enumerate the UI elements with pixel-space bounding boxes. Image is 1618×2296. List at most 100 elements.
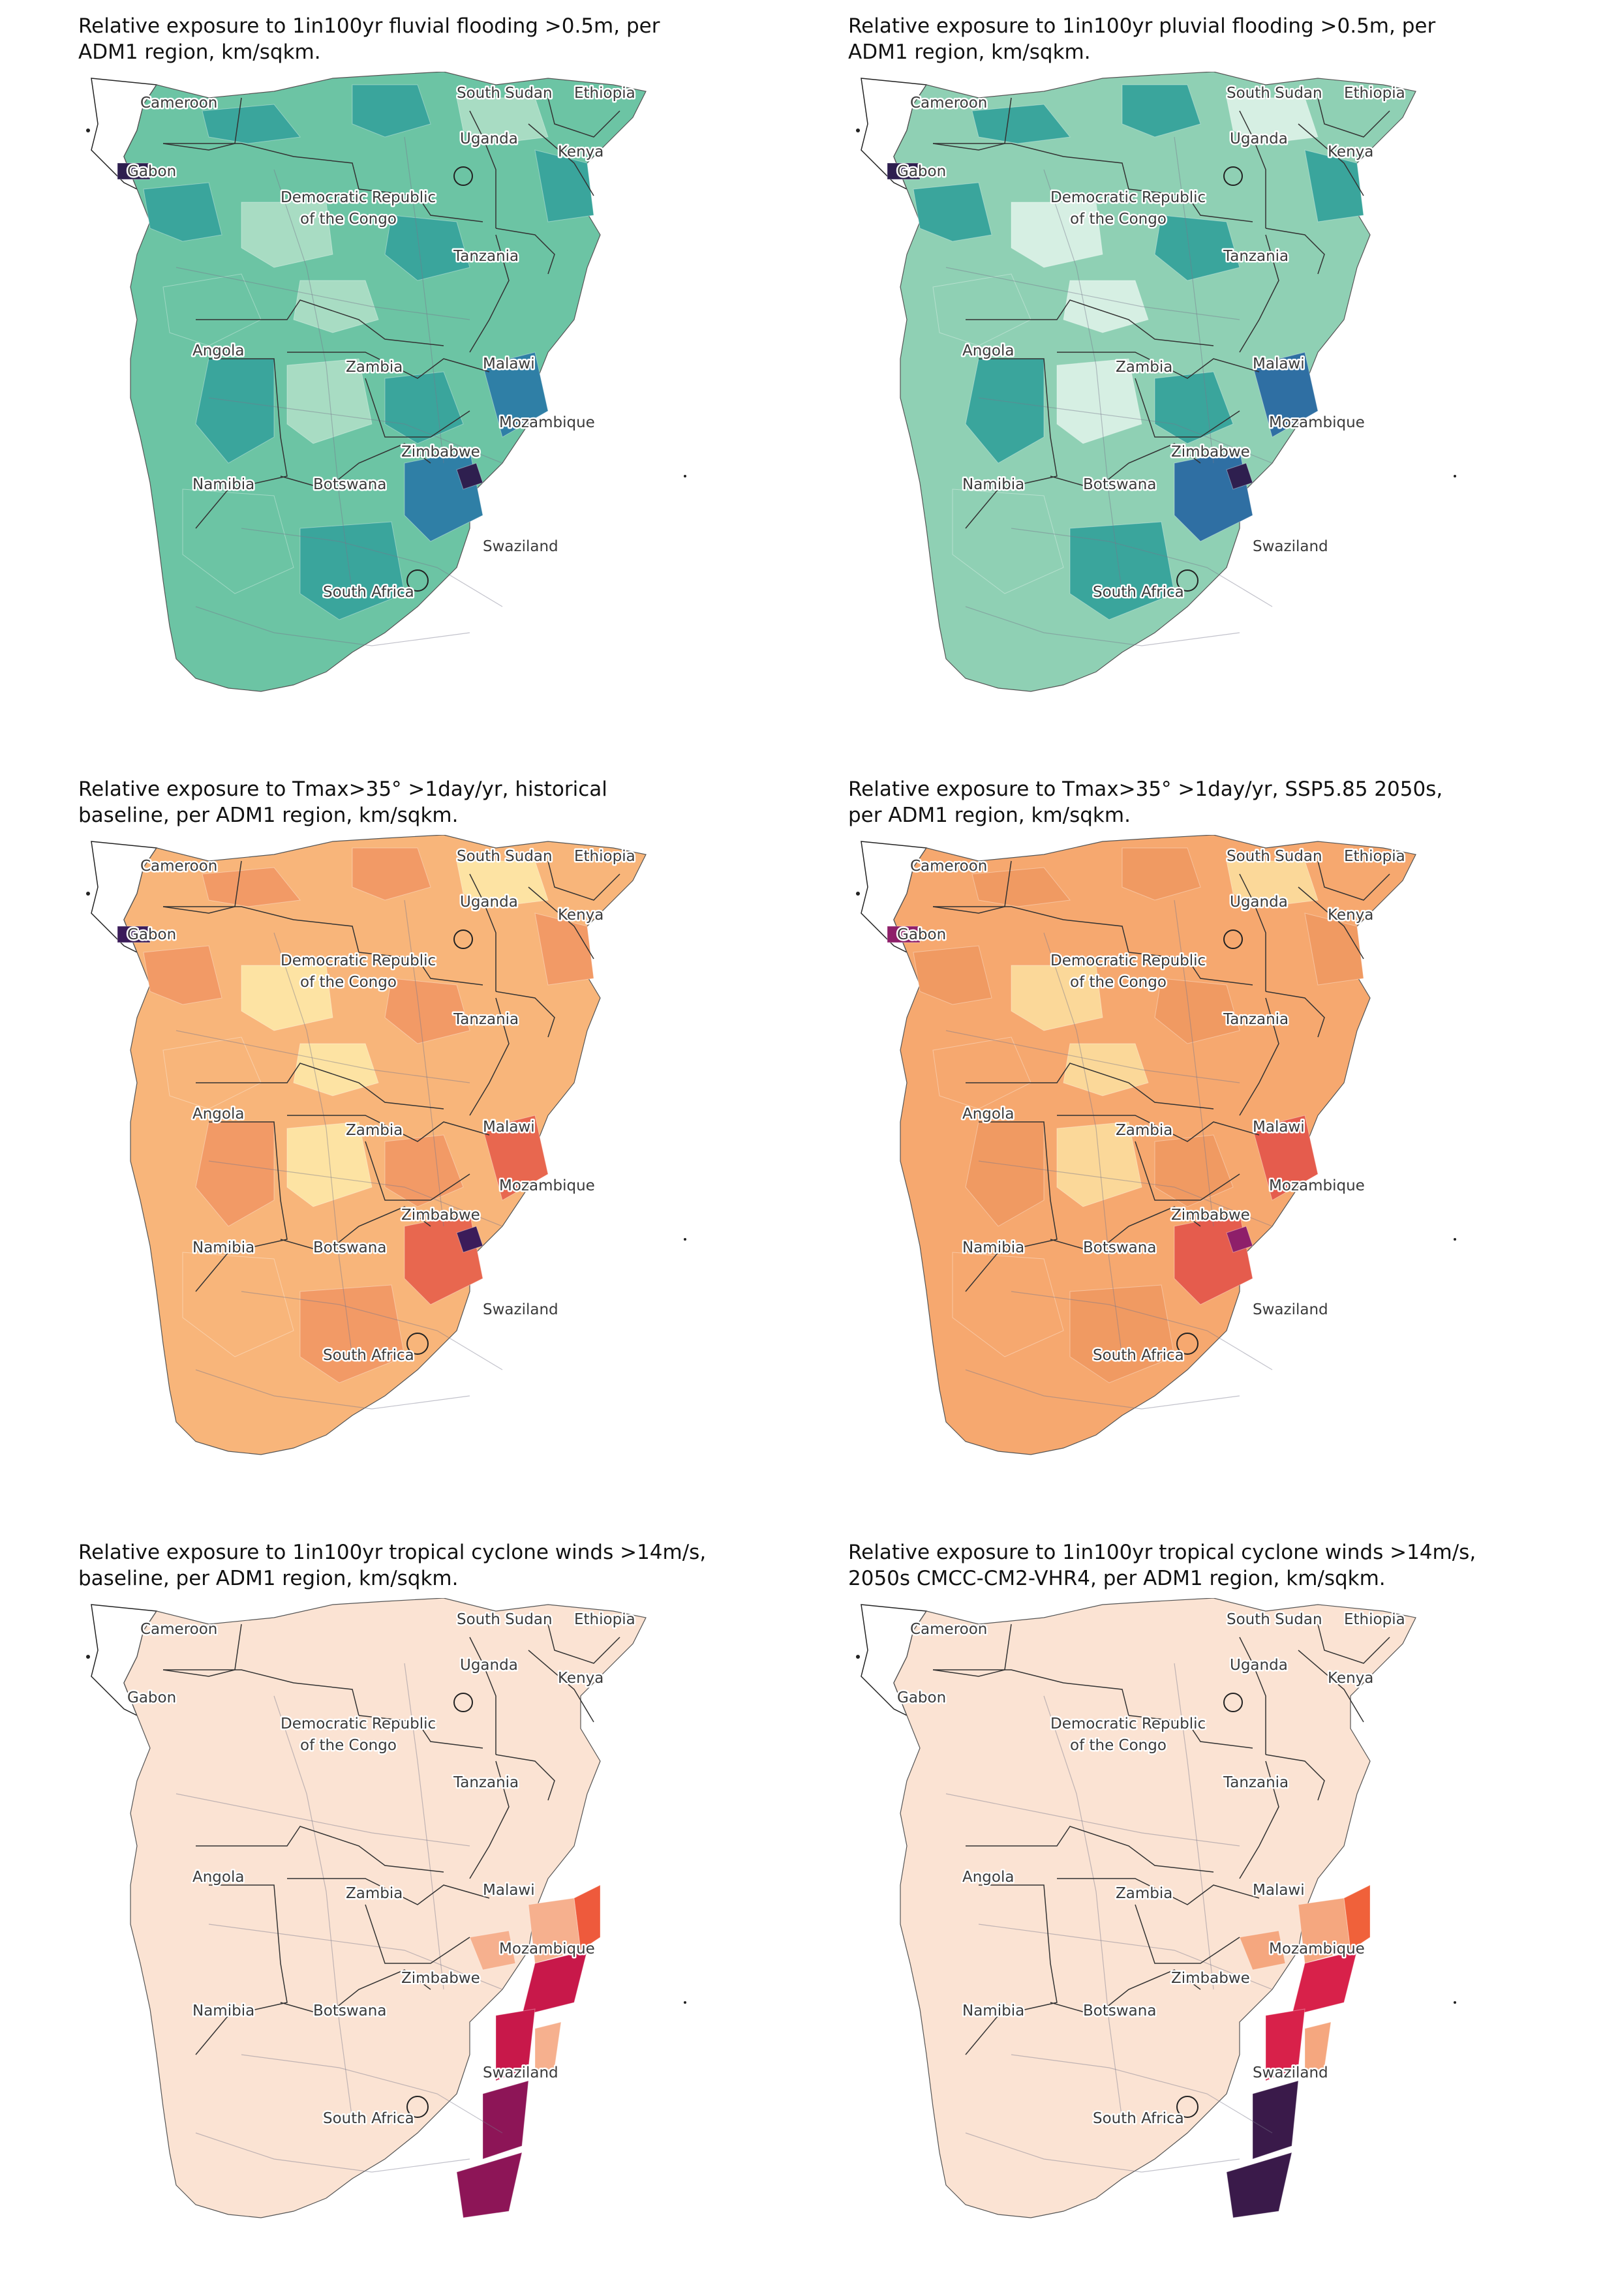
label-drc-line-1: Democratic Republic	[281, 189, 436, 206]
label-south-africa: South Africa	[323, 1347, 414, 1364]
adm1-region	[162, 1036, 262, 1110]
adm1-region	[1069, 521, 1175, 620]
country-border	[280, 1969, 431, 2016]
rwanda-burundi-outline	[1223, 166, 1243, 186]
adm1-region	[143, 182, 222, 242]
country-border	[209, 1884, 288, 2016]
country-border	[1239, 110, 1266, 228]
label-drc-line-1: Democratic Republic	[281, 952, 436, 969]
label-gabon: Gabon	[127, 1689, 176, 1706]
label-south-africa: South Africa	[1093, 584, 1184, 601]
label-gabon: Gabon	[897, 163, 946, 180]
adm1-region	[952, 489, 1064, 594]
country-border	[1239, 1637, 1266, 1755]
label-zambia: Zambia	[1116, 1885, 1172, 1902]
country-border	[195, 489, 229, 529]
label-namibia: Namibia	[192, 2002, 254, 2019]
road-line	[1174, 899, 1214, 1227]
panel-tmax-historical: Relative exposure to Tmax>35° >1day/yr, …	[78, 776, 783, 1533]
country-border	[1265, 228, 1325, 275]
adm1-region	[1226, 1226, 1253, 1253]
label-namibia: Namibia	[962, 476, 1024, 493]
country-border	[287, 352, 490, 379]
lesotho-outline	[406, 569, 429, 592]
road-line	[945, 1793, 1240, 1847]
country-border	[965, 2015, 999, 2055]
adm1-region	[384, 371, 464, 444]
country-border	[1239, 873, 1266, 991]
label-botswana: Botswana	[313, 2002, 386, 2019]
map-svg: Cameroon Gabon South Sudan Ethiopia Uganda Ke…	[86, 72, 686, 692]
label-zambia: Zambia	[1116, 359, 1172, 376]
panel-title: Relative exposure to Tmax>35° >1day/yr, …	[78, 776, 770, 828]
label-kenya: Kenya	[1328, 144, 1373, 160]
country-border	[469, 234, 510, 353]
title-line-2: baseline, per ADM1 region, km/sqkm.	[78, 804, 459, 827]
label-cameroon: Cameroon	[910, 1621, 987, 1638]
country-border	[358, 1715, 483, 1749]
label-kenya: Kenya	[558, 144, 603, 160]
label-uganda: Uganda	[1230, 130, 1288, 147]
adm1-region	[162, 273, 262, 346]
label-ethiopia: Ethiopia	[574, 1611, 635, 1628]
lesotho-outline	[1176, 2096, 1198, 2118]
label-zimbabwe: Zimbabwe	[401, 1207, 480, 1224]
label-malawi: Malawi	[483, 1119, 535, 1136]
label-malawi: Malawi	[1253, 1882, 1305, 1899]
adm1-region	[1265, 2008, 1305, 2081]
map: Cameroon Gabon South Sudan Ethiopia Uganda Ke…	[78, 1598, 783, 2296]
label-botswana: Botswana	[1083, 1239, 1156, 1256]
adm1-region	[482, 352, 549, 438]
label-malawi: Malawi	[1253, 1119, 1305, 1136]
country-border	[469, 997, 510, 1116]
country-border	[163, 1669, 359, 1716]
adm1-region	[293, 280, 379, 333]
label-botswana: Botswana	[313, 1239, 386, 1256]
label-zimbabwe: Zimbabwe	[1171, 1970, 1250, 1987]
map-svg: Cameroon Gabon South Sudan Ethiopia Uganda Ke…	[856, 1598, 1456, 2218]
label-gabon: Gabon	[127, 163, 176, 180]
adm1-region	[1011, 965, 1103, 1031]
label-kenya: Kenya	[558, 907, 603, 924]
country-border	[365, 1141, 470, 1201]
country-border	[932, 97, 1012, 151]
label-swaziland: Swaziland	[1253, 538, 1328, 555]
country-border	[196, 299, 444, 346]
country-border	[195, 1252, 229, 1292]
adm1-region	[1154, 1134, 1234, 1207]
label-zimbabwe: Zimbabwe	[401, 444, 480, 461]
label-namibia: Namibia	[962, 2002, 1024, 2019]
map-svg: Cameroon Gabon South Sudan Ethiopia Uganda Ke…	[856, 835, 1456, 1455]
adm1-region	[1252, 352, 1319, 438]
adm1-region	[456, 462, 483, 490]
panel-tmax-ssp585: Relative exposure to Tmax>35° >1day/yr, …	[848, 776, 1553, 1533]
country-border	[933, 143, 1129, 190]
country-border	[495, 228, 555, 275]
title-line-2: per ADM1 region, km/sqkm.	[848, 804, 1131, 827]
adm1-region	[293, 1043, 379, 1096]
adm1-region	[482, 1115, 549, 1201]
country-border	[966, 1063, 1214, 1110]
island-dot	[684, 475, 686, 477]
label-malawi: Malawi	[483, 1882, 535, 1899]
label-swaziland: Swaziland	[1253, 1301, 1328, 1318]
label-gabon: Gabon	[897, 926, 946, 943]
label-drc-line-2: of the Congo	[1070, 1737, 1167, 1754]
map-svg: Cameroon Gabon South Sudan Ethiopia Uganda Ke…	[856, 72, 1456, 692]
road-line	[241, 528, 503, 607]
country-border	[1050, 443, 1201, 490]
country-border	[979, 358, 1058, 490]
label-angola: Angola	[192, 1869, 244, 1886]
label-drc-line-1: Democratic Republic	[281, 1715, 436, 1732]
label-cameroon: Cameroon	[910, 95, 987, 112]
road-line	[195, 1369, 470, 1410]
map-svg: Cameroon Gabon South Sudan Ethiopia Uganda Ke…	[86, 1598, 686, 2218]
rwanda-burundi-outline	[453, 1693, 473, 1712]
country-border	[1298, 123, 1364, 196]
country-border	[280, 443, 431, 490]
panel-title: Relative exposure to 1in100yr fluvial fl…	[78, 13, 770, 65]
country-border	[547, 1624, 620, 1664]
road-line	[1011, 2054, 1273, 2134]
label-angola: Angola	[192, 1106, 244, 1123]
road-line	[1043, 1695, 1123, 2121]
